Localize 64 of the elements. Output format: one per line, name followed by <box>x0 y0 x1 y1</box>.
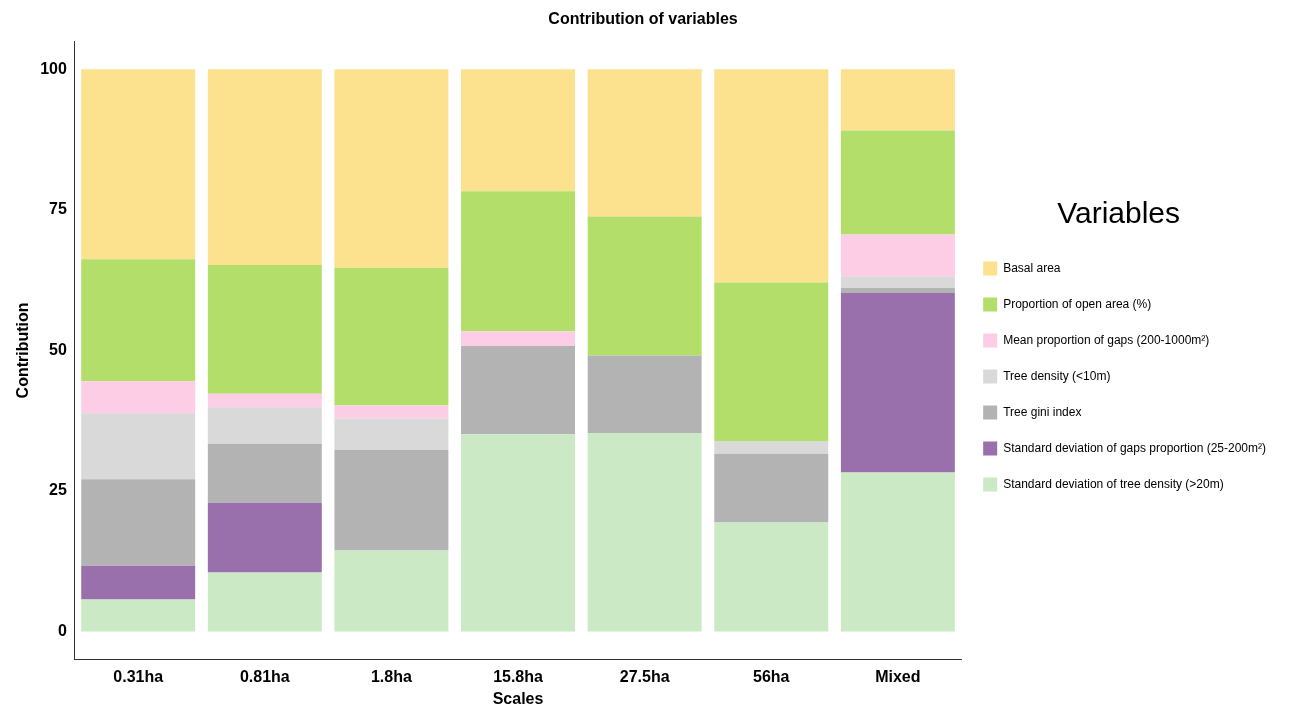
bar <box>207 69 322 265</box>
legend-title: Variables <box>1057 195 1181 229</box>
bar <box>207 393 322 408</box>
bar <box>334 405 449 419</box>
y-tick-label: 75 <box>49 200 67 218</box>
bar <box>714 282 829 441</box>
bar <box>81 259 196 382</box>
bar <box>840 69 955 131</box>
bar <box>587 69 702 217</box>
bar <box>207 572 322 632</box>
x-tick-label: 1.8ha <box>370 667 412 685</box>
bar <box>334 267 449 406</box>
bar <box>81 565 196 600</box>
bar <box>714 69 829 283</box>
bar <box>461 434 576 632</box>
y-tick-label: 100 <box>40 59 67 77</box>
bar <box>207 407 322 444</box>
bar <box>840 472 955 632</box>
y-tick-label: 25 <box>49 481 67 499</box>
legend-label: Basal area <box>1003 260 1061 275</box>
bar <box>461 331 576 346</box>
bar <box>714 453 829 523</box>
bar <box>81 599 196 632</box>
x-tick-label: 0.31ha <box>113 667 164 685</box>
bar <box>334 418 449 450</box>
bar <box>334 69 449 268</box>
bar <box>587 433 702 632</box>
bar <box>714 440 829 454</box>
legend-label: Proportion of open area (%) <box>1003 296 1152 311</box>
legend-label: Tree density (<10m) <box>1003 368 1111 383</box>
x-tick-label: 0.81ha <box>239 667 290 685</box>
bar <box>461 191 576 332</box>
bar <box>461 69 576 192</box>
bar <box>587 216 702 356</box>
chart-title: Contribution of variables <box>548 10 738 28</box>
bar <box>207 443 322 503</box>
y-tick-label: 50 <box>49 340 67 358</box>
bar <box>587 355 702 434</box>
bar <box>461 345 576 435</box>
legend-label: Tree gini index <box>1003 404 1082 419</box>
bar <box>207 502 322 573</box>
bar <box>334 449 449 551</box>
bar <box>714 522 829 632</box>
x-tick-label: 56ha <box>753 667 790 685</box>
bar <box>81 69 196 260</box>
legend-label: Mean proportion of gaps (200-1000m²) <box>1003 332 1210 347</box>
bar <box>81 479 196 566</box>
legend-label: Standard deviation of tree density (>20m) <box>1003 476 1224 491</box>
legend-label: Standard deviation of gaps proportion (25-200m²) <box>1003 440 1267 455</box>
x-tick-label: 27.5ha <box>619 667 670 685</box>
x-axis-title: Scales <box>492 689 544 707</box>
bar <box>840 130 955 235</box>
bar <box>840 234 955 277</box>
bar <box>334 550 449 632</box>
x-tick-label: 15.8ha <box>493 667 544 685</box>
bar <box>840 276 955 288</box>
x-tick-label: Mixed <box>875 667 921 685</box>
bar <box>840 288 955 294</box>
y-tick-label: 0 <box>57 621 67 639</box>
bar <box>81 381 196 414</box>
bar <box>840 293 955 473</box>
y-axis-title: Contribution <box>14 302 32 399</box>
bar <box>207 264 322 394</box>
bar <box>81 413 196 480</box>
